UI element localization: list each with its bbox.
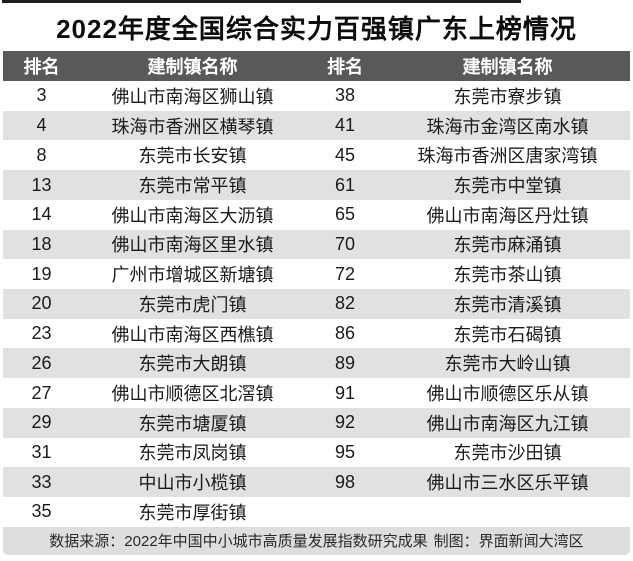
town-cell: 东莞市大朗镇 xyxy=(138,354,247,375)
page-title: 2022年度全国综合实力百强镇广东上榜情况 xyxy=(56,13,577,44)
table-row: 31 东莞市凤岗镇 95 东莞市沙田镇 xyxy=(3,437,630,468)
town-cell: 佛山市南海区里水镇 xyxy=(111,235,274,256)
town-cell: 东莞市常平镇 xyxy=(138,176,247,197)
rank-cell: 65 xyxy=(335,204,356,225)
rank-cell: 92 xyxy=(335,412,356,433)
town-cell: 珠海市金湾区南水镇 xyxy=(426,116,589,137)
credit-note: 制图：界面新闻大湾区 xyxy=(433,533,584,551)
rank-cell: 45 xyxy=(335,144,356,165)
table-header-row: 排名 建制镇名称 排名 建制镇名称 xyxy=(3,51,630,81)
header-town-left: 建制镇名称 xyxy=(147,57,238,77)
table-row: 20 东莞市虎门镇 82 东莞市清溪镇 xyxy=(3,289,630,319)
rank-cell: 20 xyxy=(31,293,52,314)
town-cell: 东莞市厚街镇 xyxy=(138,502,247,523)
table-row: 4 珠海市香洲区横琴镇 41 珠海市金湾区南水镇 xyxy=(3,110,630,141)
table-row: 35 东莞市厚街镇 xyxy=(3,497,630,527)
rank-cell: 82 xyxy=(335,293,356,314)
rank-cell: 41 xyxy=(335,115,356,136)
rank-cell: 98 xyxy=(335,471,356,492)
town-cell: 东莞市塘厦镇 xyxy=(138,413,247,434)
rank-cell: 26 xyxy=(31,352,52,373)
rank-cell: 86 xyxy=(335,323,356,344)
rank-cell: 29 xyxy=(31,412,52,433)
rank-cell: 27 xyxy=(31,382,52,403)
rank-cell: 72 xyxy=(335,263,356,284)
town-cell: 东莞市茶山镇 xyxy=(453,265,562,286)
town-cell: 佛山市三水区乐平镇 xyxy=(426,473,589,494)
town-cell: 东莞市清溪镇 xyxy=(453,294,562,315)
table-row: 29 东莞市塘厦镇 92 佛山市南海区九江镇 xyxy=(3,407,630,438)
town-cell: 东莞市大岭山镇 xyxy=(444,354,571,375)
header-rank-right: 排名 xyxy=(327,57,364,77)
table-row: 8 东莞市长安镇 45 珠海市香洲区唐家湾镇 xyxy=(3,140,630,171)
rank-cell: 31 xyxy=(31,441,52,462)
table-row: 14 佛山市南海区大沥镇 65 佛山市南海区丹灶镇 xyxy=(3,199,630,230)
rank-cell: 38 xyxy=(335,85,356,106)
data-source-note: 数据来源：2022年中国中小城市高质量发展指数研究成果 xyxy=(49,533,428,551)
town-cell: 佛山市顺德区乐从镇 xyxy=(426,384,589,405)
town-cell: 佛山市顺德区北滘镇 xyxy=(111,384,274,405)
town-cell: 东莞市中堂镇 xyxy=(453,176,562,197)
town-cell: 东莞市凤岗镇 xyxy=(138,443,247,464)
rank-cell: 13 xyxy=(31,174,52,195)
town-cell: 佛山市南海区西樵镇 xyxy=(111,324,274,345)
rank-cell: 33 xyxy=(31,471,52,492)
town-cell: 珠海市香洲区唐家湾镇 xyxy=(417,146,598,167)
town-cell: 东莞市长安镇 xyxy=(138,146,247,167)
top-border-strip xyxy=(2,0,521,3)
rank-cell: 91 xyxy=(335,382,356,403)
table-body: 3 佛山市南海区狮山镇 38 东莞市寮步镇 4 珠海市香洲区横琴镇 41 珠海市金湾区南水镇 8… xyxy=(3,81,630,527)
rank-cell: 19 xyxy=(31,263,52,284)
table-row: 3 佛山市南海区狮山镇 38 东莞市寮步镇 xyxy=(3,81,630,111)
town-cell: 中山市小榄镇 xyxy=(138,473,247,494)
table-row: 19 广州市增城区新塘镇 72 东莞市茶山镇 xyxy=(3,259,630,290)
rank-cell: 14 xyxy=(31,204,52,225)
ranking-table: 排名 建制镇名称 排名 建制镇名称 3 佛山市南海区狮山镇 38 东莞市寮步镇 4 珠海市… xyxy=(3,51,630,527)
table-row: 23 佛山市南海区西樵镇 86 东莞市石碣镇 xyxy=(3,318,630,349)
rank-cell: 95 xyxy=(335,441,356,462)
town-cell: 佛山市南海区丹灶镇 xyxy=(426,205,589,226)
town-cell: 佛山市南海区九江镇 xyxy=(426,413,589,434)
rank-cell: 8 xyxy=(36,144,47,165)
footer-bar: 数据来源：2022年中国中小城市高质量发展指数研究成果 制图：界面新闻大湾区 xyxy=(3,526,630,555)
town-cell: 东莞市虎门镇 xyxy=(138,294,247,315)
rank-cell: 35 xyxy=(31,501,52,522)
rank-cell: 4 xyxy=(36,115,47,136)
town-cell: 广州市增城区新塘镇 xyxy=(111,265,274,286)
town-cell: 东莞市麻涌镇 xyxy=(453,235,562,256)
town-cell: 东莞市石碣镇 xyxy=(453,324,562,345)
rank-cell: 18 xyxy=(31,233,52,254)
town-cell: 东莞市寮步镇 xyxy=(453,86,562,107)
rank-cell: 61 xyxy=(335,174,356,195)
rank-cell: 89 xyxy=(335,352,356,373)
town-cell: 东莞市沙田镇 xyxy=(453,443,562,464)
table-row: 18 佛山市南海区里水镇 70 东莞市麻涌镇 xyxy=(3,229,630,260)
header-town-right: 建制镇名称 xyxy=(462,57,553,77)
header-rank-left: 排名 xyxy=(23,57,60,77)
table-row: 13 东莞市常平镇 61 东莞市中堂镇 xyxy=(3,170,630,200)
rank-cell: 70 xyxy=(335,233,356,254)
town-cell: 珠海市香洲区横琴镇 xyxy=(111,116,274,137)
table-row: 27 佛山市顺德区北滘镇 91 佛山市顺德区乐从镇 xyxy=(3,378,630,408)
table-row: 26 东莞市大朗镇 89 东莞市大岭山镇 xyxy=(3,348,630,379)
town-cell: 佛山市南海区狮山镇 xyxy=(111,86,274,107)
table-row: 33 中山市小榄镇 98 佛山市三水区乐平镇 xyxy=(3,467,630,498)
rank-cell: 23 xyxy=(31,323,52,344)
rank-cell: 3 xyxy=(36,85,47,106)
town-cell: 佛山市南海区大沥镇 xyxy=(111,205,274,226)
